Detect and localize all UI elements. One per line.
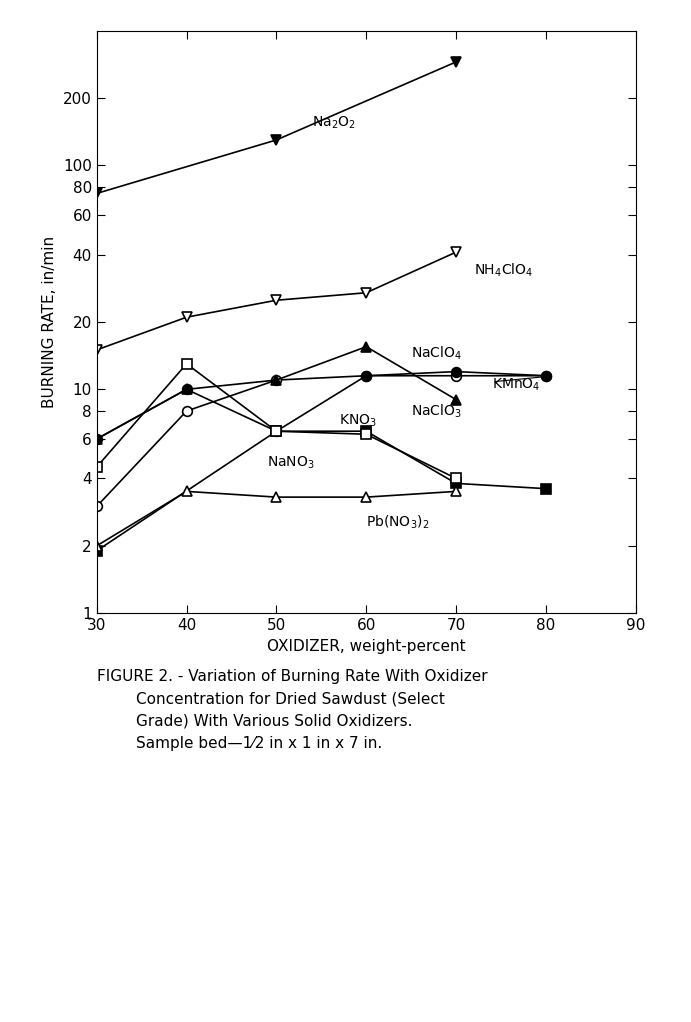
Y-axis label: BURNING RATE, in/min: BURNING RATE, in/min	[42, 236, 57, 408]
Text: KMnO$_4$: KMnO$_4$	[492, 376, 540, 392]
Text: NH$_4$ClO$_4$: NH$_4$ClO$_4$	[474, 262, 533, 279]
Text: FIGURE 2. - Variation of Burning Rate With Oxidizer
        Concentration for Dr: FIGURE 2. - Variation of Burning Rate Wi…	[97, 669, 487, 751]
Text: NaNO$_3$: NaNO$_3$	[267, 455, 315, 471]
X-axis label: OXIDIZER, weight-percent: OXIDIZER, weight-percent	[267, 639, 466, 654]
Text: NaClO$_3$: NaClO$_3$	[411, 403, 462, 420]
Text: KNO$_3$: KNO$_3$	[339, 413, 377, 429]
Text: NaClO$_4$: NaClO$_4$	[411, 344, 462, 362]
Text: Na$_2$O$_2$: Na$_2$O$_2$	[312, 114, 357, 131]
Text: Pb(NO$_3$)$_2$: Pb(NO$_3$)$_2$	[366, 513, 430, 530]
